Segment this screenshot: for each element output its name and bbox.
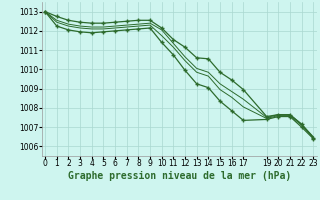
X-axis label: Graphe pression niveau de la mer (hPa): Graphe pression niveau de la mer (hPa) bbox=[68, 171, 291, 181]
